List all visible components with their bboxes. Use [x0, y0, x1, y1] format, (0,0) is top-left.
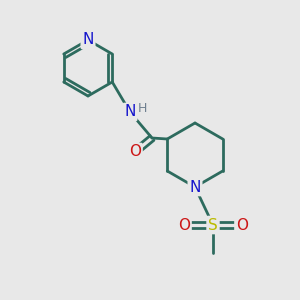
Text: N: N	[124, 104, 136, 119]
Text: S: S	[208, 218, 218, 232]
Text: O: O	[178, 218, 190, 232]
Text: O: O	[236, 218, 248, 232]
Text: O: O	[129, 145, 141, 160]
Text: N: N	[82, 32, 94, 47]
Text: N: N	[189, 179, 201, 194]
Text: H: H	[138, 103, 147, 116]
